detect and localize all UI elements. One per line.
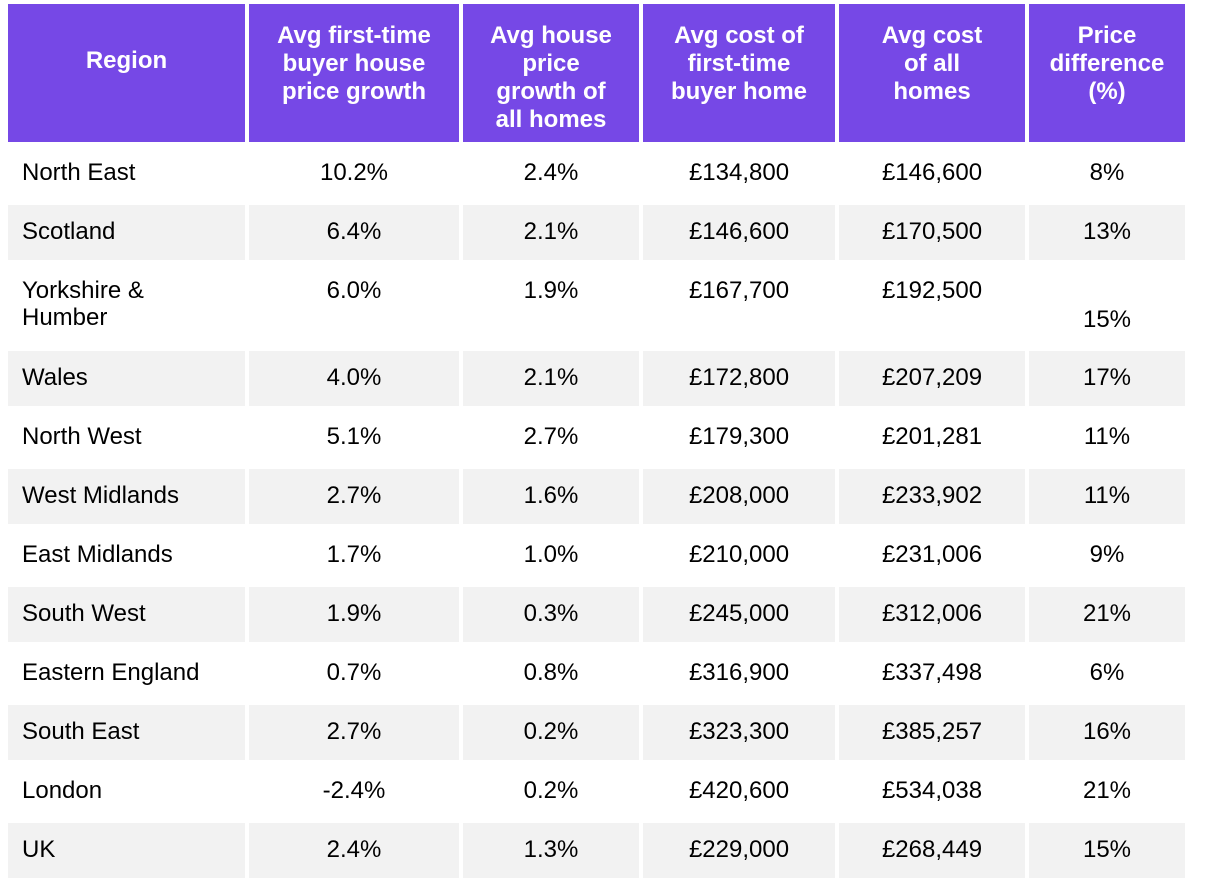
cell-price-difference: 8%	[1029, 146, 1185, 201]
cell-ftb-cost: £208,000	[643, 469, 835, 524]
cell-region: North East	[8, 146, 245, 201]
cell-all-homes-growth: 0.8%	[463, 646, 639, 701]
cell-ftb-growth: 2.4%	[249, 823, 459, 878]
cell-ftb-growth: 2.7%	[249, 469, 459, 524]
cell-region: South West	[8, 587, 245, 642]
cell-all-homes-growth: 0.2%	[463, 764, 639, 819]
table-row: East Midlands 1.7% 1.0% £210,000 £231,006 9%	[8, 528, 1185, 583]
cell-ftb-cost: £229,000	[643, 823, 835, 878]
cell-all-homes-growth: 1.9%	[463, 264, 639, 347]
cell-ftb-growth: 4.0%	[249, 351, 459, 406]
cell-region: North West	[8, 410, 245, 465]
column-header-all-homes-growth: Avg house price growth of all homes	[463, 4, 639, 142]
cell-ftb-cost: £179,300	[643, 410, 835, 465]
cell-ftb-growth: 5.1%	[249, 410, 459, 465]
cell-ftb-growth: 6.0%	[249, 264, 459, 347]
table-row: South East 2.7% 0.2% £323,300 £385,257 16%	[8, 705, 1185, 760]
cell-all-homes-cost: £207,209	[839, 351, 1025, 406]
cell-all-homes-growth: 0.2%	[463, 705, 639, 760]
cell-region: UK	[8, 823, 245, 878]
column-header-price-difference: Price difference (%)	[1029, 4, 1185, 142]
cell-all-homes-cost: £385,257	[839, 705, 1025, 760]
cell-region: Eastern England	[8, 646, 245, 701]
header-row: Region Avg first-time buyer house price g…	[8, 4, 1185, 142]
table-row: North East 10.2% 2.4% £134,800 £146,600 8%	[8, 146, 1185, 201]
cell-ftb-cost: £146,600	[643, 205, 835, 260]
cell-all-homes-growth: 2.1%	[463, 351, 639, 406]
table-row: Eastern England 0.7% 0.8% £316,900 £337,498 6…	[8, 646, 1185, 701]
table-header: Region Avg first-time buyer house price g…	[8, 4, 1185, 142]
cell-ftb-cost: £316,900	[643, 646, 835, 701]
cell-ftb-cost: £134,800	[643, 146, 835, 201]
cell-ftb-cost: £323,300	[643, 705, 835, 760]
cell-all-homes-growth: 2.4%	[463, 146, 639, 201]
table-row: Wales 4.0% 2.1% £172,800 £207,209 17%	[8, 351, 1185, 406]
cell-ftb-growth: 2.7%	[249, 705, 459, 760]
cell-all-homes-growth: 1.6%	[463, 469, 639, 524]
cell-price-difference: 11%	[1029, 469, 1185, 524]
cell-ftb-cost: £167,700	[643, 264, 835, 347]
table-row: Scotland 6.4% 2.1% £146,600 £170,500 13%	[8, 205, 1185, 260]
cell-ftb-cost: £245,000	[643, 587, 835, 642]
cell-ftb-cost: £420,600	[643, 764, 835, 819]
cell-ftb-growth: 1.9%	[249, 587, 459, 642]
cell-region: Scotland	[8, 205, 245, 260]
cell-all-homes-growth: 2.7%	[463, 410, 639, 465]
cell-all-homes-growth: 1.0%	[463, 528, 639, 583]
cell-ftb-growth: 10.2%	[249, 146, 459, 201]
cell-ftb-growth: 6.4%	[249, 205, 459, 260]
table-body: North East 10.2% 2.4% £134,800 £146,600 8% Sco…	[8, 146, 1185, 878]
cell-all-homes-growth: 1.3%	[463, 823, 639, 878]
cell-ftb-growth: 0.7%	[249, 646, 459, 701]
table-row: Yorkshire & Humber 6.0% 1.9% £167,700 £192,5…	[8, 264, 1185, 347]
cell-all-homes-cost: £233,902	[839, 469, 1025, 524]
cell-all-homes-growth: 2.1%	[463, 205, 639, 260]
cell-price-difference: 11%	[1029, 410, 1185, 465]
cell-all-homes-cost: £192,500	[839, 264, 1025, 347]
cell-price-difference: 15%	[1029, 823, 1185, 878]
cell-region: East Midlands	[8, 528, 245, 583]
cell-ftb-growth: -2.4%	[249, 764, 459, 819]
cell-price-difference: 9%	[1029, 528, 1185, 583]
cell-price-difference: 13%	[1029, 205, 1185, 260]
table-row: London -2.4% 0.2% £420,600 £534,038 21%	[8, 764, 1185, 819]
column-header-region: Region	[8, 4, 245, 142]
cell-region: London	[8, 764, 245, 819]
cell-ftb-cost: £172,800	[643, 351, 835, 406]
cell-region: Wales	[8, 351, 245, 406]
table-row: West Midlands 2.7% 1.6% £208,000 £233,902 11%	[8, 469, 1185, 524]
cell-all-homes-cost: £268,449	[839, 823, 1025, 878]
cell-price-difference: 21%	[1029, 764, 1185, 819]
cell-all-homes-cost: £146,600	[839, 146, 1025, 201]
cell-ftb-growth: 1.7%	[249, 528, 459, 583]
cell-all-homes-cost: £170,500	[839, 205, 1025, 260]
house-price-table: Region Avg first-time buyer house price g…	[4, 0, 1189, 882]
cell-price-difference: 17%	[1029, 351, 1185, 406]
table-row: South West 1.9% 0.3% £245,000 £312,006 21%	[8, 587, 1185, 642]
cell-region: Yorkshire & Humber	[8, 264, 245, 347]
column-header-ftb-cost: Avg cost of first-time buyer home	[643, 4, 835, 142]
cell-price-difference: 16%	[1029, 705, 1185, 760]
column-header-all-homes-cost: Avg cost of all homes	[839, 4, 1025, 142]
cell-all-homes-cost: £534,038	[839, 764, 1025, 819]
cell-price-difference: 15%	[1029, 264, 1185, 347]
cell-all-homes-growth: 0.3%	[463, 587, 639, 642]
column-header-ftb-growth: Avg first-time buyer house price growth	[249, 4, 459, 142]
cell-all-homes-cost: £337,498	[839, 646, 1025, 701]
cell-ftb-cost: £210,000	[643, 528, 835, 583]
cell-region: West Midlands	[8, 469, 245, 524]
cell-all-homes-cost: £201,281	[839, 410, 1025, 465]
table-row: UK 2.4% 1.3% £229,000 £268,449 15%	[8, 823, 1185, 878]
cell-all-homes-cost: £231,006	[839, 528, 1025, 583]
cell-all-homes-cost: £312,006	[839, 587, 1025, 642]
table-row: North West 5.1% 2.7% £179,300 £201,281 11%	[8, 410, 1185, 465]
cell-region: South East	[8, 705, 245, 760]
cell-price-difference: 21%	[1029, 587, 1185, 642]
cell-price-difference: 6%	[1029, 646, 1185, 701]
